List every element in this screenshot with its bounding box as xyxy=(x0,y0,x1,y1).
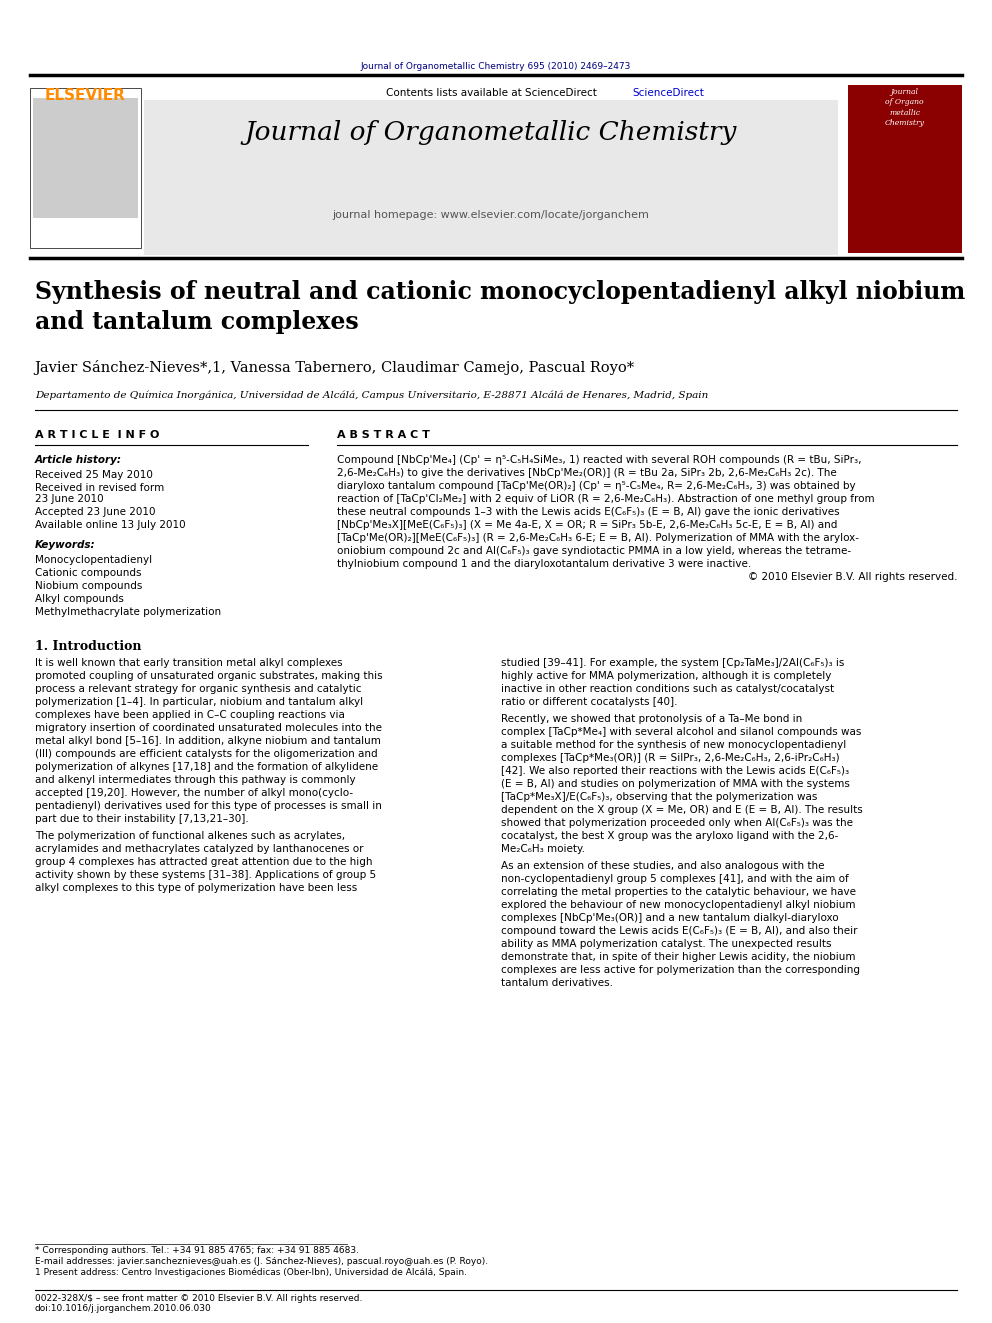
Text: It is well known that early transition metal alkyl complexes: It is well known that early transition m… xyxy=(35,658,342,668)
Text: Me₂C₆H₃ moiety.: Me₂C₆H₃ moiety. xyxy=(501,844,585,855)
Text: © 2010 Elsevier B.V. All rights reserved.: © 2010 Elsevier B.V. All rights reserved… xyxy=(748,572,957,582)
Text: oniobium compound 2c and Al(C₆F₅)₃ gave syndiotactic PMMA in a low yield, wherea: oniobium compound 2c and Al(C₆F₅)₃ gave … xyxy=(337,546,851,556)
Text: Compound [NbCp'Me₄] (Cp' = η⁵-C₅H₄SiMe₃, 1) reacted with several ROH compounds (: Compound [NbCp'Me₄] (Cp' = η⁵-C₅H₄SiMe₃,… xyxy=(337,455,862,464)
Text: The polymerization of functional alkenes such as acrylates,: The polymerization of functional alkenes… xyxy=(35,831,345,841)
Text: Article history:: Article history: xyxy=(35,455,122,464)
Text: activity shown by these systems [31–38]. Applications of group 5: activity shown by these systems [31–38].… xyxy=(35,871,376,880)
Text: (III) compounds are efficient catalysts for the oligomerization and: (III) compounds are efficient catalysts … xyxy=(35,749,377,759)
Text: A B S T R A C T: A B S T R A C T xyxy=(337,430,431,441)
Text: 0022-328X/$ – see front matter © 2010 Elsevier B.V. All rights reserved.: 0022-328X/$ – see front matter © 2010 El… xyxy=(35,1294,362,1303)
Text: reaction of [TaCp'Cl₂Me₂] with 2 equiv of LiOR (R = 2,6-Me₂C₆H₃). Abstraction of: reaction of [TaCp'Cl₂Me₂] with 2 equiv o… xyxy=(337,493,875,504)
Text: [TaCp*Me₃X]/E(C₆F₅)₃, observing that the polymerization was: [TaCp*Me₃X]/E(C₆F₅)₃, observing that the… xyxy=(501,792,817,802)
Text: showed that polymerization proceeded only when Al(C₆F₅)₃ was the: showed that polymerization proceeded onl… xyxy=(501,818,853,828)
Text: (E = B, Al) and studies on polymerization of MMA with the systems: (E = B, Al) and studies on polymerizatio… xyxy=(501,779,850,789)
Text: these neutral compounds 1–3 with the Lewis acids E(C₆F₅)₃ (E = B, Al) gave the i: these neutral compounds 1–3 with the Lew… xyxy=(337,507,840,517)
Text: dependent on the X group (X = Me, OR) and E (E = B, Al). The results: dependent on the X group (X = Me, OR) an… xyxy=(501,804,863,815)
Text: part due to their instability [7,13,21–30].: part due to their instability [7,13,21–3… xyxy=(35,814,248,824)
Text: complexes have been applied in C–C coupling reactions via: complexes have been applied in C–C coupl… xyxy=(35,710,344,720)
Text: Journal of Organometallic Chemistry 695 (2010) 2469–2473: Journal of Organometallic Chemistry 695 … xyxy=(361,62,631,71)
Text: acrylamides and methacrylates catalyzed by lanthanocenes or: acrylamides and methacrylates catalyzed … xyxy=(35,844,363,855)
Text: 1 Present address: Centro Investigaciones Biomédicas (Ober-lbn), Universidad de : 1 Present address: Centro Investigacione… xyxy=(35,1267,466,1277)
FancyBboxPatch shape xyxy=(30,89,141,247)
Text: promoted coupling of unsaturated organic substrates, making this: promoted coupling of unsaturated organic… xyxy=(35,671,382,681)
Text: ELSEVIER: ELSEVIER xyxy=(45,89,126,103)
Text: Keywords:: Keywords: xyxy=(35,540,95,550)
Text: metal alkyl bond [5–16]. In addition, alkyne niobium and tantalum: metal alkyl bond [5–16]. In addition, al… xyxy=(35,736,381,746)
Text: polymerization [1–4]. In particular, niobium and tantalum alkyl: polymerization [1–4]. In particular, nio… xyxy=(35,697,363,706)
Text: * Corresponding authors. Tel.: +34 91 885 4765; fax: +34 91 885 4683.: * Corresponding authors. Tel.: +34 91 88… xyxy=(35,1246,359,1256)
Text: Accepted 23 June 2010: Accepted 23 June 2010 xyxy=(35,507,155,517)
Text: Recently, we showed that protonolysis of a Ta–Me bond in: Recently, we showed that protonolysis of… xyxy=(501,714,803,724)
Text: non-cyclopentadienyl group 5 complexes [41], and with the aim of: non-cyclopentadienyl group 5 complexes [… xyxy=(501,875,849,884)
Text: polymerization of alkynes [17,18] and the formation of alkylidene: polymerization of alkynes [17,18] and th… xyxy=(35,762,378,773)
FancyBboxPatch shape xyxy=(144,101,838,255)
Text: thylniobium compound 1 and the diaryloxotantalum derivative 3 were inactive.: thylniobium compound 1 and the diaryloxo… xyxy=(337,560,752,569)
Text: explored the behaviour of new monocyclopentadienyl alkyl niobium: explored the behaviour of new monocyclop… xyxy=(501,900,855,910)
FancyBboxPatch shape xyxy=(33,98,138,218)
Text: complex [TaCp*Me₄] with several alcohol and silanol compounds was: complex [TaCp*Me₄] with several alcohol … xyxy=(501,728,861,737)
Text: doi:10.1016/j.jorganchem.2010.06.030: doi:10.1016/j.jorganchem.2010.06.030 xyxy=(35,1304,211,1314)
Text: Niobium compounds: Niobium compounds xyxy=(35,581,142,591)
Text: Monocyclopentadienyl: Monocyclopentadienyl xyxy=(35,556,152,565)
Text: A R T I C L E  I N F O: A R T I C L E I N F O xyxy=(35,430,159,441)
Text: E-mail addresses: javier.sancheznieves@uah.es (J. Sánchez-Nieves), pascual.royo@: E-mail addresses: javier.sancheznieves@u… xyxy=(35,1257,488,1266)
Text: process a relevant strategy for organic synthesis and catalytic: process a relevant strategy for organic … xyxy=(35,684,361,695)
Text: accepted [19,20]. However, the number of alkyl mono(cyclo-: accepted [19,20]. However, the number of… xyxy=(35,789,353,798)
Text: Received in revised form: Received in revised form xyxy=(35,483,164,493)
Text: ScienceDirect: ScienceDirect xyxy=(632,89,703,98)
Text: 2,6-Me₂C₆H₃) to give the derivatives [NbCp'Me₂(OR)] (R = tBu 2a, SiPr₃ 2b, 2,6-M: 2,6-Me₂C₆H₃) to give the derivatives [Nb… xyxy=(337,468,837,478)
Text: demonstrate that, in spite of their higher Lewis acidity, the niobium: demonstrate that, in spite of their high… xyxy=(501,953,855,962)
Text: Methylmethacrylate polymerization: Methylmethacrylate polymerization xyxy=(35,607,221,617)
Text: Cationic compounds: Cationic compounds xyxy=(35,568,141,578)
Text: Available online 13 July 2010: Available online 13 July 2010 xyxy=(35,520,186,531)
Text: [TaCp'Me(OR)₂][MeE(C₆F₅)₃] (R = 2,6-Me₂C₆H₃ 6-E; E = B, Al). Polymerization of M: [TaCp'Me(OR)₂][MeE(C₆F₅)₃] (R = 2,6-Me₂C… xyxy=(337,533,859,542)
Text: migratory insertion of coordinated unsaturated molecules into the: migratory insertion of coordinated unsat… xyxy=(35,722,382,733)
Text: Contents lists available at ScienceDirect: Contents lists available at ScienceDirec… xyxy=(386,89,596,98)
Text: Journal
of Organo
metallic
Chemistry: Journal of Organo metallic Chemistry xyxy=(885,89,925,127)
Text: ratio or different cocatalysts [40].: ratio or different cocatalysts [40]. xyxy=(501,697,678,706)
Text: and alkenyl intermediates through this pathway is commonly: and alkenyl intermediates through this p… xyxy=(35,775,355,785)
Text: Departamento de Química Inorgánica, Universidad de Alcálá, Campus Universitario,: Departamento de Química Inorgánica, Univ… xyxy=(35,390,708,400)
Text: As an extension of these studies, and also analogous with the: As an extension of these studies, and al… xyxy=(501,861,824,871)
Text: inactive in other reaction conditions such as catalyst/cocatalyst: inactive in other reaction conditions su… xyxy=(501,684,834,695)
Text: Javier Sánchez-Nieves*,1, Vanessa Tabernero, Claudimar Camejo, Pascual Royo*: Javier Sánchez-Nieves*,1, Vanessa Tabern… xyxy=(35,360,635,374)
Text: [42]. We also reported their reactions with the Lewis acids E(C₆F₅)₃: [42]. We also reported their reactions w… xyxy=(501,766,849,777)
Text: a suitable method for the synthesis of new monocyclopentadienyl: a suitable method for the synthesis of n… xyxy=(501,740,846,750)
Text: compound toward the Lewis acids E(C₆F₅)₃ (E = B, Al), and also their: compound toward the Lewis acids E(C₆F₅)₃… xyxy=(501,926,857,935)
Text: journal homepage: www.elsevier.com/locate/jorganchem: journal homepage: www.elsevier.com/locat… xyxy=(332,210,650,220)
Text: alkyl complexes to this type of polymerization have been less: alkyl complexes to this type of polymeri… xyxy=(35,882,357,893)
Text: Alkyl compounds: Alkyl compounds xyxy=(35,594,124,605)
Text: complexes [NbCp'Me₃(OR)] and a new tantalum dialkyl-diaryloxo: complexes [NbCp'Me₃(OR)] and a new tanta… xyxy=(501,913,838,923)
Text: ability as MMA polymerization catalyst. The unexpected results: ability as MMA polymerization catalyst. … xyxy=(501,939,831,949)
Text: complexes [TaCp*Me₃(OR)] (R = SiIPr₃, 2,6-Me₂C₆H₃, 2,6-iPr₂C₆H₃): complexes [TaCp*Me₃(OR)] (R = SiIPr₃, 2,… xyxy=(501,753,839,763)
FancyBboxPatch shape xyxy=(848,85,962,253)
Text: highly active for MMA polymerization, although it is completely: highly active for MMA polymerization, al… xyxy=(501,671,831,681)
Text: tantalum derivatives.: tantalum derivatives. xyxy=(501,978,613,988)
Text: Journal of Organometallic Chemistry: Journal of Organometallic Chemistry xyxy=(245,120,737,146)
Text: cocatalyst, the best X group was the aryloxo ligand with the 2,6-: cocatalyst, the best X group was the ary… xyxy=(501,831,838,841)
Text: Synthesis of neutral and cationic monocyclopentadienyl alkyl niobium
and tantalu: Synthesis of neutral and cationic monocy… xyxy=(35,280,965,333)
Text: 1. Introduction: 1. Introduction xyxy=(35,640,141,654)
Text: complexes are less active for polymerization than the corresponding: complexes are less active for polymeriza… xyxy=(501,964,860,975)
Text: pentadienyl) derivatives used for this type of processes is small in: pentadienyl) derivatives used for this t… xyxy=(35,800,382,811)
Text: 23 June 2010: 23 June 2010 xyxy=(35,493,103,504)
Text: [NbCp'Me₃X][MeE(C₆F₅)₃] (X = Me 4a-E, X = OR; R = SiPr₃ 5b-E, 2,6-Me₂C₆H₃ 5c-E, : [NbCp'Me₃X][MeE(C₆F₅)₃] (X = Me 4a-E, X … xyxy=(337,520,837,531)
Text: Received 25 May 2010: Received 25 May 2010 xyxy=(35,470,153,480)
Text: diaryloxo tantalum compound [TaCp'Me(OR)₂] (Cp' = η⁵-C₅Me₄, R= 2,6-Me₂C₆H₃, 3) w: diaryloxo tantalum compound [TaCp'Me(OR)… xyxy=(337,482,856,491)
Text: studied [39–41]. For example, the system [Cp₂TaMe₃]/2Al(C₆F₅)₃ is: studied [39–41]. For example, the system… xyxy=(501,658,844,668)
Text: group 4 complexes has attracted great attention due to the high: group 4 complexes has attracted great at… xyxy=(35,857,372,867)
Text: correlating the metal properties to the catalytic behaviour, we have: correlating the metal properties to the … xyxy=(501,886,856,897)
